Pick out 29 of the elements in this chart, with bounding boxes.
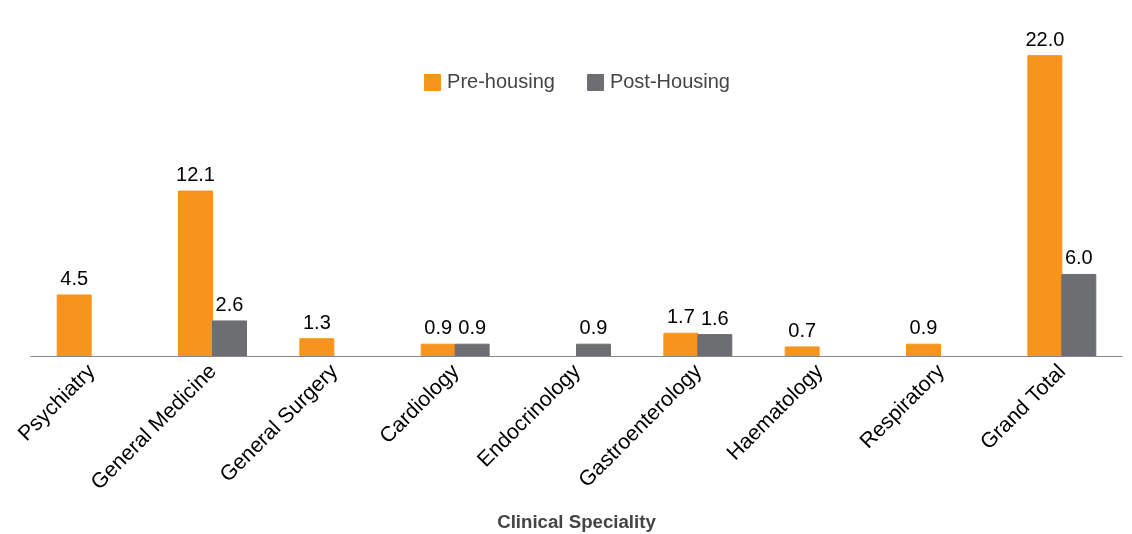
bar: [784, 346, 820, 357]
bar: [1061, 273, 1097, 357]
bar: [420, 343, 456, 357]
x-axis-title: Clinical Speciality: [497, 510, 657, 532]
bar: [56, 294, 92, 357]
data-label: 12.1: [176, 163, 215, 186]
data-label: 22.0: [1025, 27, 1065, 50]
data-label: 4.5: [60, 266, 89, 289]
bar: [178, 190, 213, 357]
bar: [1027, 55, 1063, 357]
bar: [906, 343, 941, 357]
data-label: 0.7: [788, 318, 817, 341]
bar: [663, 332, 699, 357]
data-label: 1.7: [666, 305, 695, 328]
bar: [697, 334, 733, 357]
bar: [454, 343, 490, 357]
legend-label: Pre-housing: [447, 70, 555, 93]
data-label: 6.0: [1064, 246, 1093, 269]
data-label: 0.9: [579, 316, 608, 339]
bar: [212, 320, 247, 357]
bar: [299, 338, 335, 357]
data-label: 1.6: [700, 306, 729, 329]
data-label: 2.6: [215, 292, 244, 315]
legend-label: Post-Housing: [609, 70, 730, 93]
bar: [576, 343, 611, 357]
data-label: 0.9: [909, 316, 938, 339]
data-label: 1.3: [302, 310, 331, 333]
data-label: 0.9: [458, 316, 487, 339]
data-label: 0.9: [424, 316, 453, 339]
